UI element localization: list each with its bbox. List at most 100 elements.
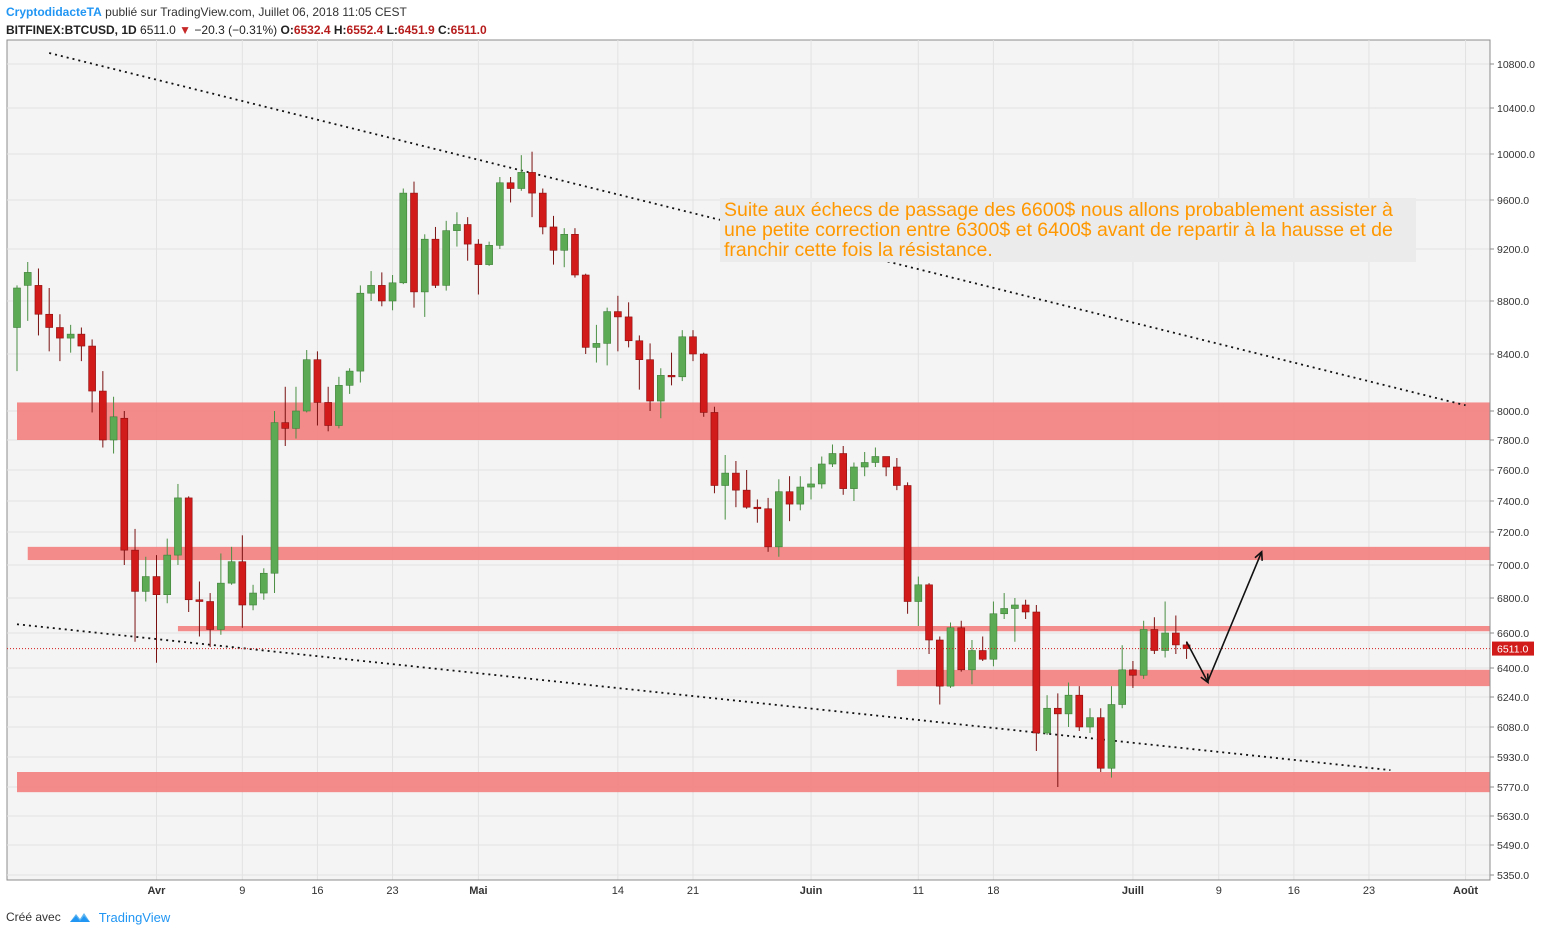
candle-body [860, 462, 869, 468]
price-axis[interactable]: 5350.0 5490.0 5630.0 5770.0 5930.0 6080.0 6240… [1489, 40, 1535, 882]
candle-body [431, 238, 440, 286]
candle [184, 496, 193, 612]
candle-body [935, 639, 944, 687]
candle [560, 228, 569, 268]
candle [592, 324, 601, 363]
trendlines [16, 52, 1466, 772]
candle-body [227, 561, 236, 584]
candle [174, 483, 182, 565]
candle [635, 335, 644, 390]
candle-body [120, 417, 129, 551]
candle [699, 352, 708, 417]
candle [603, 307, 611, 366]
candle [839, 446, 848, 495]
candle [807, 467, 815, 500]
candle [817, 456, 826, 489]
candle-body [1021, 604, 1030, 613]
candle-body [378, 285, 386, 302]
publication-line: CryptodidacteTA publié sur TradingView.c… [6, 4, 1536, 20]
candle [871, 447, 880, 467]
candle [1075, 686, 1084, 731]
candle-body [603, 311, 611, 344]
symbol-label: BITFINEX:BTCUSD, 1D [6, 23, 137, 37]
candle [56, 314, 64, 362]
forecast-arrow[interactable] [1207, 550, 1263, 681]
x-tick-label: Juin [800, 885, 823, 897]
candle-body [453, 224, 461, 231]
candle [238, 535, 247, 628]
low-value: 6451.9 [397, 23, 435, 37]
candle [656, 368, 665, 419]
candle [538, 188, 547, 235]
candle [710, 406, 719, 494]
candle-body [571, 234, 579, 276]
candle [1011, 598, 1019, 642]
candle [1129, 661, 1137, 688]
candle [485, 241, 493, 266]
candle-body [560, 234, 569, 251]
open-label: O: [280, 23, 294, 37]
candle-body [420, 238, 429, 293]
candle [946, 622, 955, 688]
candle [581, 273, 590, 354]
candle-body [496, 182, 504, 246]
close-label: C: [437, 23, 451, 37]
trendline[interactable] [16, 623, 1391, 772]
candle-body [388, 282, 397, 302]
candle-body [99, 390, 107, 441]
candle-body [56, 327, 64, 339]
candle [571, 228, 579, 278]
candle-body [249, 592, 257, 606]
candle-body [292, 410, 300, 429]
candle-body [1075, 694, 1084, 728]
price-zone[interactable] [896, 669, 1490, 687]
candle [860, 452, 869, 477]
candle [496, 177, 504, 249]
candle-body [335, 385, 343, 426]
candle [796, 476, 805, 511]
candle [506, 177, 515, 203]
candle [1107, 686, 1116, 778]
candle-body [152, 576, 161, 595]
candle [163, 538, 172, 604]
candle-body [1172, 632, 1180, 646]
open-value: 6532.4 [293, 23, 331, 37]
candle [152, 555, 161, 663]
candle [399, 188, 408, 285]
candle-body [45, 313, 53, 328]
candle [206, 593, 214, 647]
candle-body [1000, 608, 1008, 615]
annotation-box[interactable]: Suite aux échecs de passage des 6600$ no… [720, 198, 1416, 262]
author-link[interactable]: CryptodidacteTA [6, 5, 102, 19]
candle [764, 497, 772, 552]
candlestick-chart[interactable]: 5350.0 5490.0 5630.0 5770.0 5930.0 6080.0 6240… [0, 0, 1548, 905]
price-zone[interactable] [27, 546, 1491, 561]
forecast-arrow[interactable] [1185, 641, 1209, 685]
price-zone[interactable] [17, 772, 1490, 793]
plot-area[interactable] [6, 39, 1491, 881]
time-axis[interactable]: Avr 9 16 23 Mai 14 21 Juin 11 18 Juill 9 16 23 Août [7, 879, 1490, 897]
candle [549, 215, 558, 265]
x-tick-label: 18 [987, 885, 999, 897]
candle [23, 262, 32, 321]
candle-body [882, 456, 890, 468]
candle-body [721, 472, 729, 486]
candle-body [635, 340, 644, 361]
x-tick-label: Août [1453, 885, 1478, 897]
candle [721, 455, 729, 520]
x-tick-label: Juill [1122, 885, 1144, 897]
last-price: 6511.0 [140, 23, 176, 37]
y-tick-label: 5770.0 [1497, 782, 1529, 794]
tradingview-link[interactable]: TradingView [98, 909, 171, 925]
candle [335, 376, 343, 429]
candle [732, 461, 740, 508]
price-zone[interactable] [177, 626, 1491, 632]
candle-body [1139, 629, 1148, 676]
candle [463, 217, 472, 261]
y-tick-label: 10000.0 [1497, 149, 1535, 161]
candle-body [828, 453, 837, 465]
price-zone[interactable] [17, 402, 1490, 440]
x-tick-label: 21 [687, 885, 699, 897]
candle [367, 271, 375, 301]
x-tick-label: Mai [469, 885, 487, 897]
